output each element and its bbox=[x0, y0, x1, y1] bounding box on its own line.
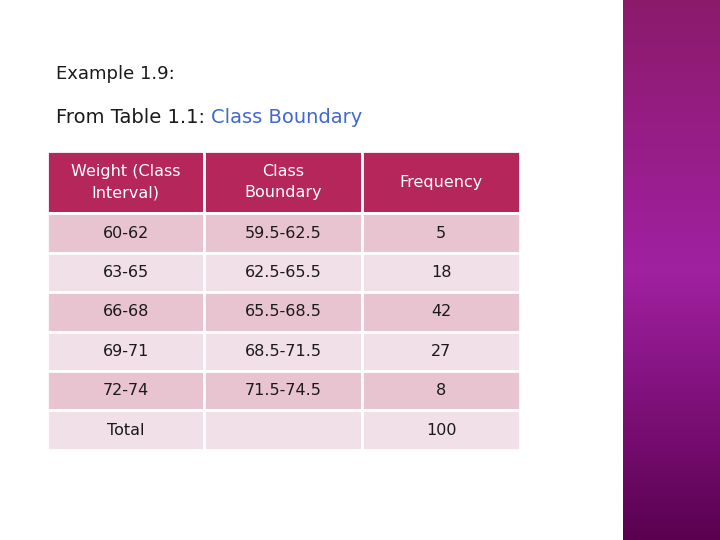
Text: Weight (Class
Interval): Weight (Class Interval) bbox=[71, 164, 180, 200]
FancyBboxPatch shape bbox=[204, 213, 362, 253]
Text: Class Boundary: Class Boundary bbox=[211, 108, 363, 127]
Text: 68.5-71.5: 68.5-71.5 bbox=[245, 344, 322, 359]
FancyBboxPatch shape bbox=[204, 292, 362, 332]
FancyBboxPatch shape bbox=[362, 292, 520, 332]
FancyBboxPatch shape bbox=[362, 213, 520, 253]
Text: 42: 42 bbox=[431, 305, 451, 319]
Text: 100: 100 bbox=[426, 423, 456, 437]
FancyBboxPatch shape bbox=[362, 151, 520, 213]
Text: Class
Boundary: Class Boundary bbox=[245, 164, 322, 200]
Text: 5: 5 bbox=[436, 226, 446, 240]
Text: 8: 8 bbox=[436, 383, 446, 398]
Text: 66-68: 66-68 bbox=[102, 305, 149, 319]
Text: 65.5-68.5: 65.5-68.5 bbox=[245, 305, 322, 319]
Text: From Table 1.1:: From Table 1.1: bbox=[56, 108, 211, 127]
FancyBboxPatch shape bbox=[204, 253, 362, 292]
Text: 59.5-62.5: 59.5-62.5 bbox=[245, 226, 322, 240]
FancyBboxPatch shape bbox=[362, 332, 520, 371]
FancyBboxPatch shape bbox=[47, 292, 204, 332]
FancyBboxPatch shape bbox=[204, 371, 362, 410]
FancyBboxPatch shape bbox=[47, 371, 204, 410]
Text: 72-74: 72-74 bbox=[102, 383, 149, 398]
FancyBboxPatch shape bbox=[204, 332, 362, 371]
Text: 27: 27 bbox=[431, 344, 451, 359]
Text: 63-65: 63-65 bbox=[102, 265, 148, 280]
Text: Frequency: Frequency bbox=[400, 175, 483, 190]
FancyBboxPatch shape bbox=[204, 151, 362, 213]
FancyBboxPatch shape bbox=[362, 410, 520, 450]
Text: 69-71: 69-71 bbox=[102, 344, 149, 359]
FancyBboxPatch shape bbox=[362, 371, 520, 410]
FancyBboxPatch shape bbox=[204, 410, 362, 450]
FancyBboxPatch shape bbox=[47, 213, 204, 253]
Text: 62.5-65.5: 62.5-65.5 bbox=[245, 265, 322, 280]
Text: 18: 18 bbox=[431, 265, 451, 280]
Text: 71.5-74.5: 71.5-74.5 bbox=[245, 383, 322, 398]
FancyBboxPatch shape bbox=[47, 151, 204, 213]
FancyBboxPatch shape bbox=[47, 332, 204, 371]
FancyBboxPatch shape bbox=[47, 253, 204, 292]
Text: Example 1.9:: Example 1.9: bbox=[56, 65, 175, 83]
FancyBboxPatch shape bbox=[362, 253, 520, 292]
FancyBboxPatch shape bbox=[47, 410, 204, 450]
Text: Total: Total bbox=[107, 423, 144, 437]
Text: 60-62: 60-62 bbox=[102, 226, 149, 240]
